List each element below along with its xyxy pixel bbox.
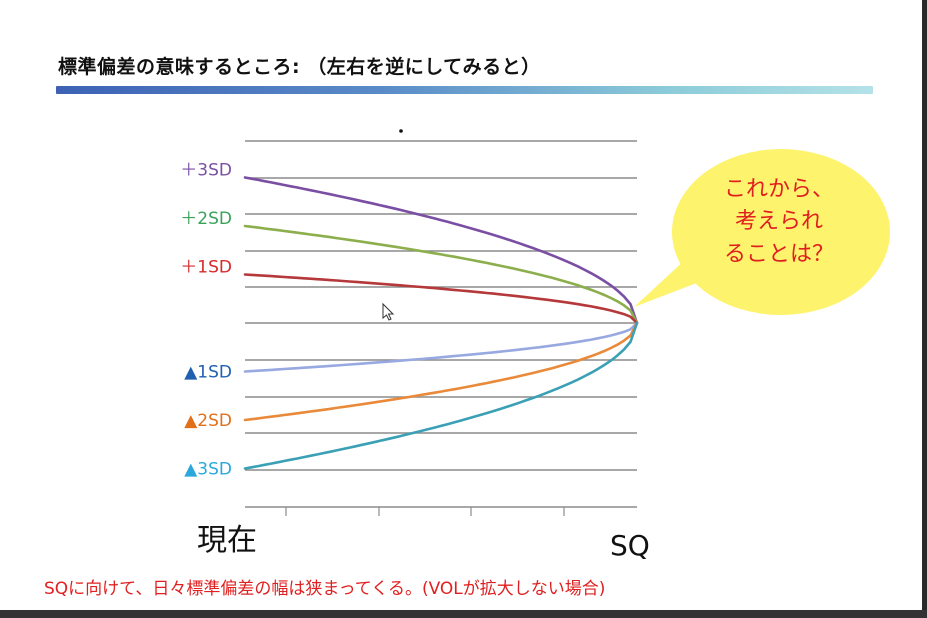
series-label-5: ▲2SD bbox=[184, 411, 232, 431]
series-line-3 bbox=[243, 273, 639, 325]
x-tick-label-end: SQ bbox=[610, 529, 650, 562]
gridlines bbox=[245, 140, 637, 508]
series-label-1: ＋3SD bbox=[180, 161, 232, 181]
series-line-2 bbox=[243, 224, 639, 325]
slide-caption: SQに向けて、日々標準偏差の幅は狭まってくる。(VOLが拡大しない場合) bbox=[44, 579, 606, 599]
series-line-5 bbox=[243, 321, 639, 422]
series-label-2: ＋2SD bbox=[180, 209, 232, 229]
series-label-4: ▲1SD bbox=[184, 363, 232, 383]
series-line-6 bbox=[243, 321, 639, 470]
speech-bubble-line-3: ることは？ bbox=[724, 242, 834, 267]
series-line-1 bbox=[243, 176, 639, 325]
series-line-4 bbox=[243, 321, 639, 373]
series-label-6: ▲3SD bbox=[184, 460, 232, 480]
mouse-cursor-icon bbox=[382, 302, 395, 321]
series-curves bbox=[243, 176, 639, 470]
window-edge-right bbox=[922, 0, 927, 618]
series-label-3: ＋1SD bbox=[180, 258, 232, 278]
x-tick-label-start: 現在 bbox=[197, 523, 257, 558]
title-underline-bar bbox=[56, 86, 873, 94]
slide-title: 標準偏差の意味するところ: （左右を逆にしてみると） bbox=[58, 56, 541, 78]
stray-dot bbox=[399, 129, 403, 133]
window-edge-bottom bbox=[0, 610, 927, 618]
series-labels: ＋3SD ＋2SD ＋1SD ▲1SD ▲2SD ▲3SD bbox=[180, 161, 232, 480]
speech-bubble-line-1: これから、 bbox=[724, 177, 834, 202]
speech-bubble-line-2: 考えられ bbox=[735, 209, 823, 234]
speech-bubble-body bbox=[672, 149, 890, 315]
x-axis: 現在 SQ bbox=[197, 507, 650, 562]
